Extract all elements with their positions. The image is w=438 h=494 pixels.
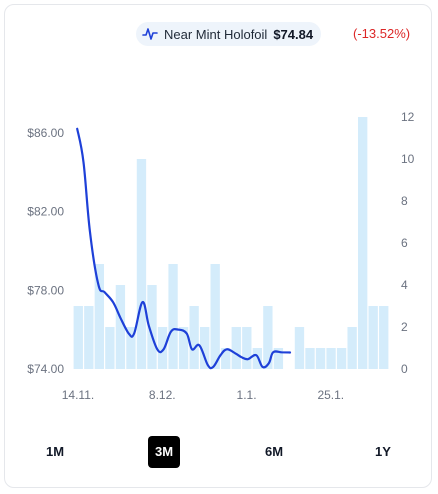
volume-bar <box>379 306 389 369</box>
x-axis-ticks: 14.11. 8.12. 1.1. 25.1. <box>62 388 344 402</box>
volume-bar <box>126 327 136 369</box>
right-axis-tick: 12 <box>401 110 415 124</box>
range-button-6m[interactable]: 6M <box>264 444 284 459</box>
volume-bar <box>178 327 189 369</box>
volume-bar <box>210 264 220 369</box>
volume-bar <box>200 327 210 369</box>
legend-price: $74.84 <box>273 26 314 42</box>
right-axis-tick: 10 <box>401 152 415 166</box>
left-axis-tick: $86.00 <box>27 126 64 140</box>
volume-bar <box>273 348 284 369</box>
volume-bar <box>263 306 273 369</box>
volume-bar <box>326 348 336 369</box>
left-axis-ticks: $74.00 $78.00 $82.00 $86.00 <box>27 126 64 376</box>
x-axis-tick: 1.1. <box>237 388 257 402</box>
volume-bar <box>315 348 326 369</box>
right-axis-tick: 8 <box>401 194 408 208</box>
x-axis-tick: 14.11. <box>62 388 94 402</box>
price-volume-chart: $74.00 $78.00 $82.00 $86.00 0 2 4 6 8 10 12 14.11… <box>27 110 415 402</box>
line-chart-icon <box>142 26 158 42</box>
range-selector: 1M 3M 6M 1Y <box>0 436 438 468</box>
volume-bar <box>294 327 305 369</box>
volume-bar <box>73 306 83 369</box>
volume-bar <box>347 327 357 369</box>
right-axis-tick: 4 <box>401 278 408 292</box>
volume-bar <box>189 306 199 369</box>
range-button-1m[interactable]: 1M <box>45 444 65 459</box>
right-axis-tick: 2 <box>401 320 408 334</box>
x-axis-tick: 25.1. <box>317 388 344 402</box>
volume-bar <box>94 264 104 369</box>
volume-bar <box>157 327 168 369</box>
price-change: (-13.52%) <box>353 26 411 41</box>
volume-bar <box>115 285 126 369</box>
price-line <box>76 127 292 370</box>
range-button-1y[interactable]: 1Y <box>375 444 391 459</box>
volume-bar <box>305 348 315 369</box>
series-legend[interactable]: Near Mint Holofoil $74.84 <box>136 22 322 46</box>
volume-bars <box>73 117 389 369</box>
volume-bar <box>84 306 94 369</box>
volume-bar <box>231 327 241 369</box>
volume-bar <box>105 327 115 369</box>
volume-bar <box>136 159 147 369</box>
volume-bar <box>358 117 368 369</box>
right-axis-tick: 0 <box>401 362 408 376</box>
volume-bar <box>336 348 347 369</box>
right-axis-tick: 6 <box>401 236 408 250</box>
x-axis-tick: 8.12. <box>149 388 176 402</box>
right-axis-ticks: 0 2 4 6 8 10 12 <box>401 110 415 376</box>
left-axis-tick: $78.00 <box>27 283 64 297</box>
volume-bar <box>221 348 231 369</box>
volume-bar <box>368 306 378 369</box>
legend-series-name: Near Mint Holofoil <box>164 26 268 42</box>
volume-bar <box>147 285 157 369</box>
range-button-3m[interactable]: 3M <box>148 436 180 468</box>
left-axis-tick: $74.00 <box>27 362 64 376</box>
left-axis-tick: $82.00 <box>27 205 64 219</box>
volume-bar <box>242 327 252 369</box>
volume-bar <box>168 264 178 369</box>
